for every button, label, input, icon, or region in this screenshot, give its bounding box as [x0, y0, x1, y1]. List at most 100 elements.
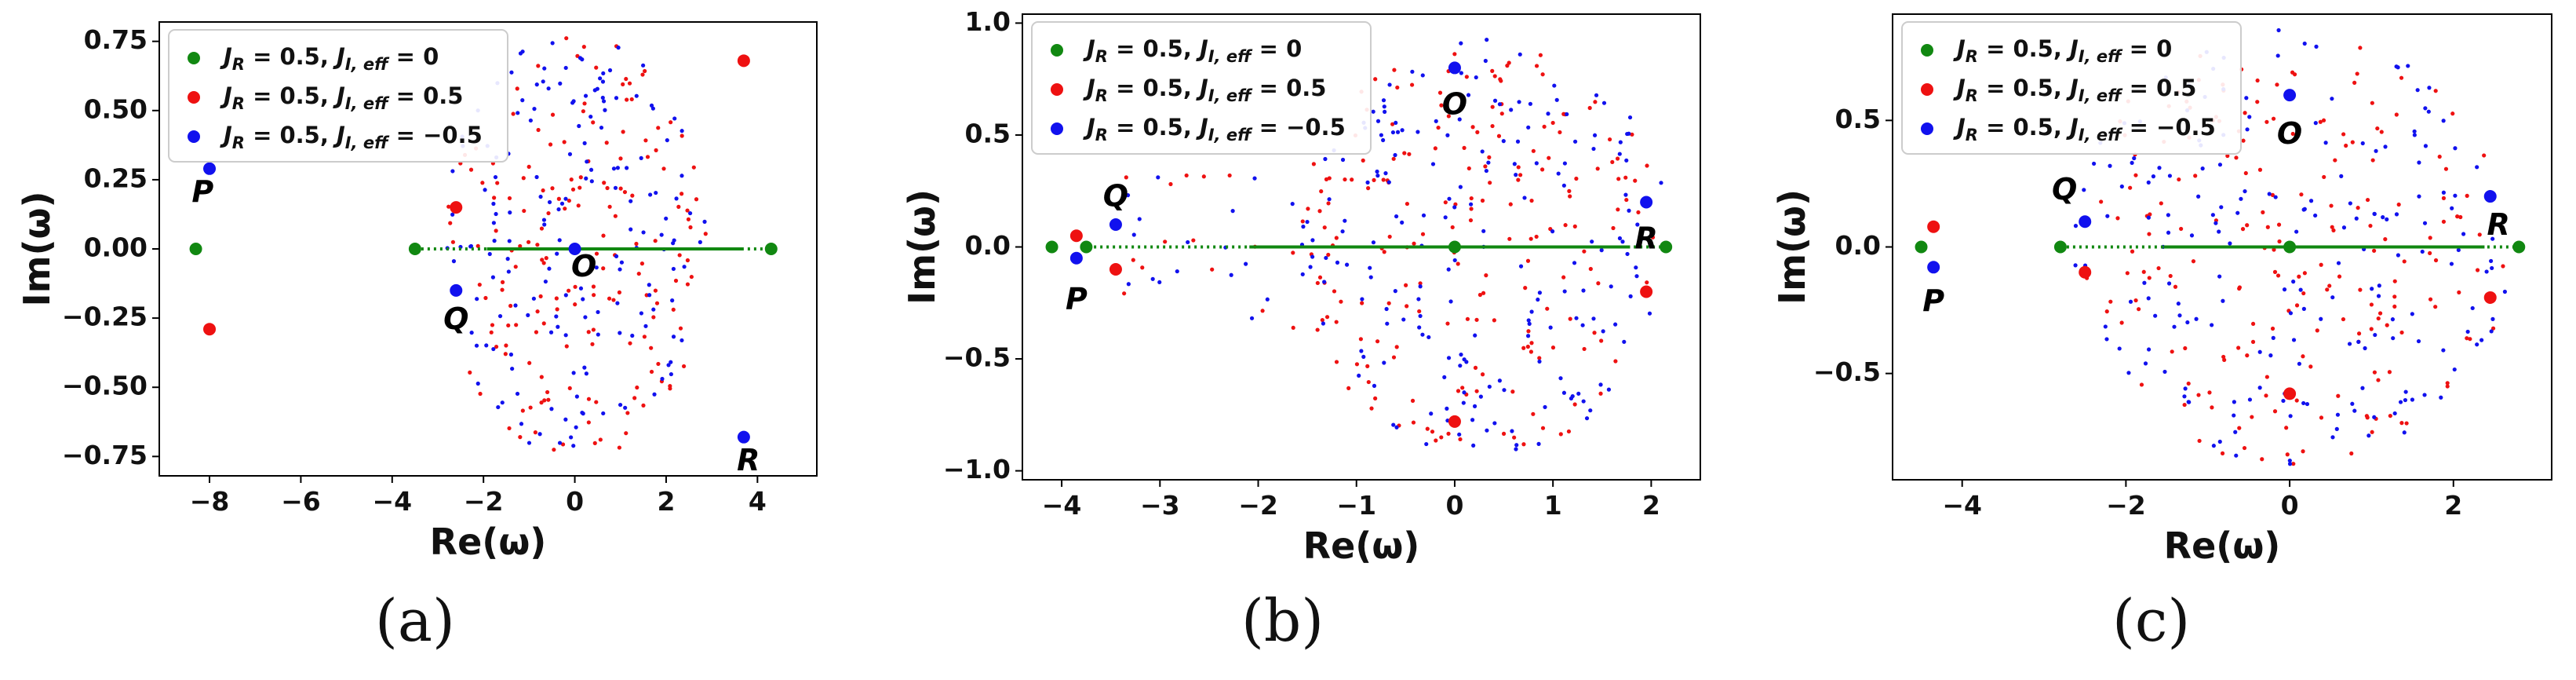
cloud-point-red [1558, 432, 1563, 437]
cloud-point-blue [1382, 360, 1386, 365]
cloud-point-red [1354, 362, 1360, 367]
cloud-point-blue [601, 71, 606, 76]
cloud-point-blue [2441, 348, 2446, 353]
cloud-point-blue [2403, 397, 2408, 403]
cloud-point-blue [2370, 287, 2374, 291]
cloud-point-blue [1393, 152, 1397, 158]
cloud-point-blue [1371, 109, 1375, 114]
cloud-point-red [1484, 273, 1488, 278]
cloud-point-blue [505, 257, 510, 261]
cloud-point-blue [2360, 141, 2365, 146]
cloud-point-blue [2354, 216, 2359, 221]
cloud-point-blue [2412, 129, 2417, 133]
cloud-point-red [2183, 345, 2188, 351]
cloud-point-blue [614, 96, 619, 101]
legend-label: JR = 0.5, JI, eff = 0 [220, 43, 439, 74]
cloud-point-blue [1574, 316, 1579, 320]
cloud-point-red [554, 296, 559, 301]
cloud-point-blue [451, 259, 457, 264]
cloud-point-red [546, 210, 551, 216]
cloud-point-blue [1452, 205, 1457, 210]
cloud-point-red [2465, 336, 2469, 341]
cloud-point-red [1561, 275, 1566, 280]
series-point-red [1640, 285, 1653, 298]
series-point-red [2483, 291, 2497, 304]
cloud-point-red [500, 287, 505, 292]
cloud-point-red [506, 323, 511, 328]
cloud-point-red [550, 112, 556, 117]
cloud-point-blue [2092, 161, 2097, 166]
cloud-point-red [556, 196, 561, 201]
cloud-point-blue [654, 190, 658, 196]
cloud-point-blue [1634, 274, 1639, 279]
cloud-point-tail [1229, 272, 1233, 277]
cloud-point-red [2399, 75, 2404, 80]
series-point-blue [1448, 61, 1461, 75]
cloud-point-blue [515, 391, 520, 397]
cloud-point-blue [2356, 339, 2361, 344]
cloud-point-red [2376, 378, 2381, 382]
cloud-point-blue [1588, 408, 1593, 413]
cloud-point-red [522, 208, 526, 214]
cloud-point-red [1315, 327, 1320, 332]
cloud-point-red [2168, 273, 2173, 279]
cloud-point-blue [475, 297, 479, 302]
cloud-point-blue [680, 129, 684, 133]
cloud-point-blue [639, 155, 643, 160]
cloud-point-red [1366, 379, 1371, 385]
cloud-point-blue [1623, 192, 1628, 197]
cloud-point-red [1528, 349, 1534, 354]
series-point-blue [1109, 218, 1122, 231]
x-tick-label: −6 [281, 486, 321, 517]
cloud-point-blue [2423, 144, 2428, 148]
cloud-point-blue [2373, 332, 2377, 338]
cloud-point-blue [1514, 173, 1518, 177]
cloud-point-red [2141, 269, 2146, 274]
cloud-point-red [1487, 155, 1492, 159]
cloud-point-red [535, 243, 540, 247]
cloud-point-blue [1360, 297, 1365, 302]
cloud-point-red [550, 186, 555, 191]
cloud-point-blue [547, 199, 552, 205]
cloud-point-red [601, 266, 606, 271]
cloud-point-blue [1420, 332, 1425, 337]
cloud-point-red [1483, 164, 1488, 169]
cloud-point-blue [1394, 425, 1399, 430]
caption-a: (a) [375, 587, 455, 655]
cloud-point-red [2394, 112, 2399, 117]
cloud-point-blue [1536, 297, 1540, 302]
cloud-point-blue [2465, 329, 2470, 335]
cloud-point-red [2275, 82, 2279, 87]
cloud-point-red [2299, 192, 2304, 197]
cloud-point-red [536, 127, 541, 133]
cloud-point-blue [582, 141, 587, 145]
caption-b: (b) [1241, 587, 1324, 655]
cloud-point-blue [2221, 298, 2225, 303]
x-tick-label: −2 [2106, 490, 2146, 521]
cloud-point-blue [2396, 253, 2401, 258]
cloud-point-blue [578, 286, 584, 291]
cloud-point-blue [2453, 193, 2458, 198]
cloud-point-red [594, 251, 599, 256]
cloud-point-blue [588, 114, 593, 119]
series-point-red [2079, 265, 2092, 279]
cloud-point-red [541, 321, 546, 326]
cloud-point-blue [1459, 71, 1463, 75]
cloud-point-red [2377, 311, 2383, 316]
cloud-point-blue [1527, 321, 1532, 326]
cloud-point-red [2264, 393, 2268, 398]
cloud-point-blue [2439, 395, 2443, 400]
cloud-point-red [1550, 120, 1555, 126]
cloud-point-red [2147, 276, 2152, 280]
cloud-point-red [1334, 360, 1339, 364]
cloud-point-blue [2479, 338, 2484, 342]
cloud-point-blue [648, 192, 653, 197]
cloud-point-red [636, 271, 641, 276]
cloud-point-red [1537, 356, 1542, 360]
cloud-point-red [2245, 353, 2250, 358]
series-point-blue [568, 243, 581, 255]
cloud-point-red [1529, 198, 1534, 203]
cloud-point-blue [1445, 133, 1450, 137]
cloud-point-blue [1562, 289, 1567, 294]
cloud-point-blue [2422, 393, 2427, 397]
